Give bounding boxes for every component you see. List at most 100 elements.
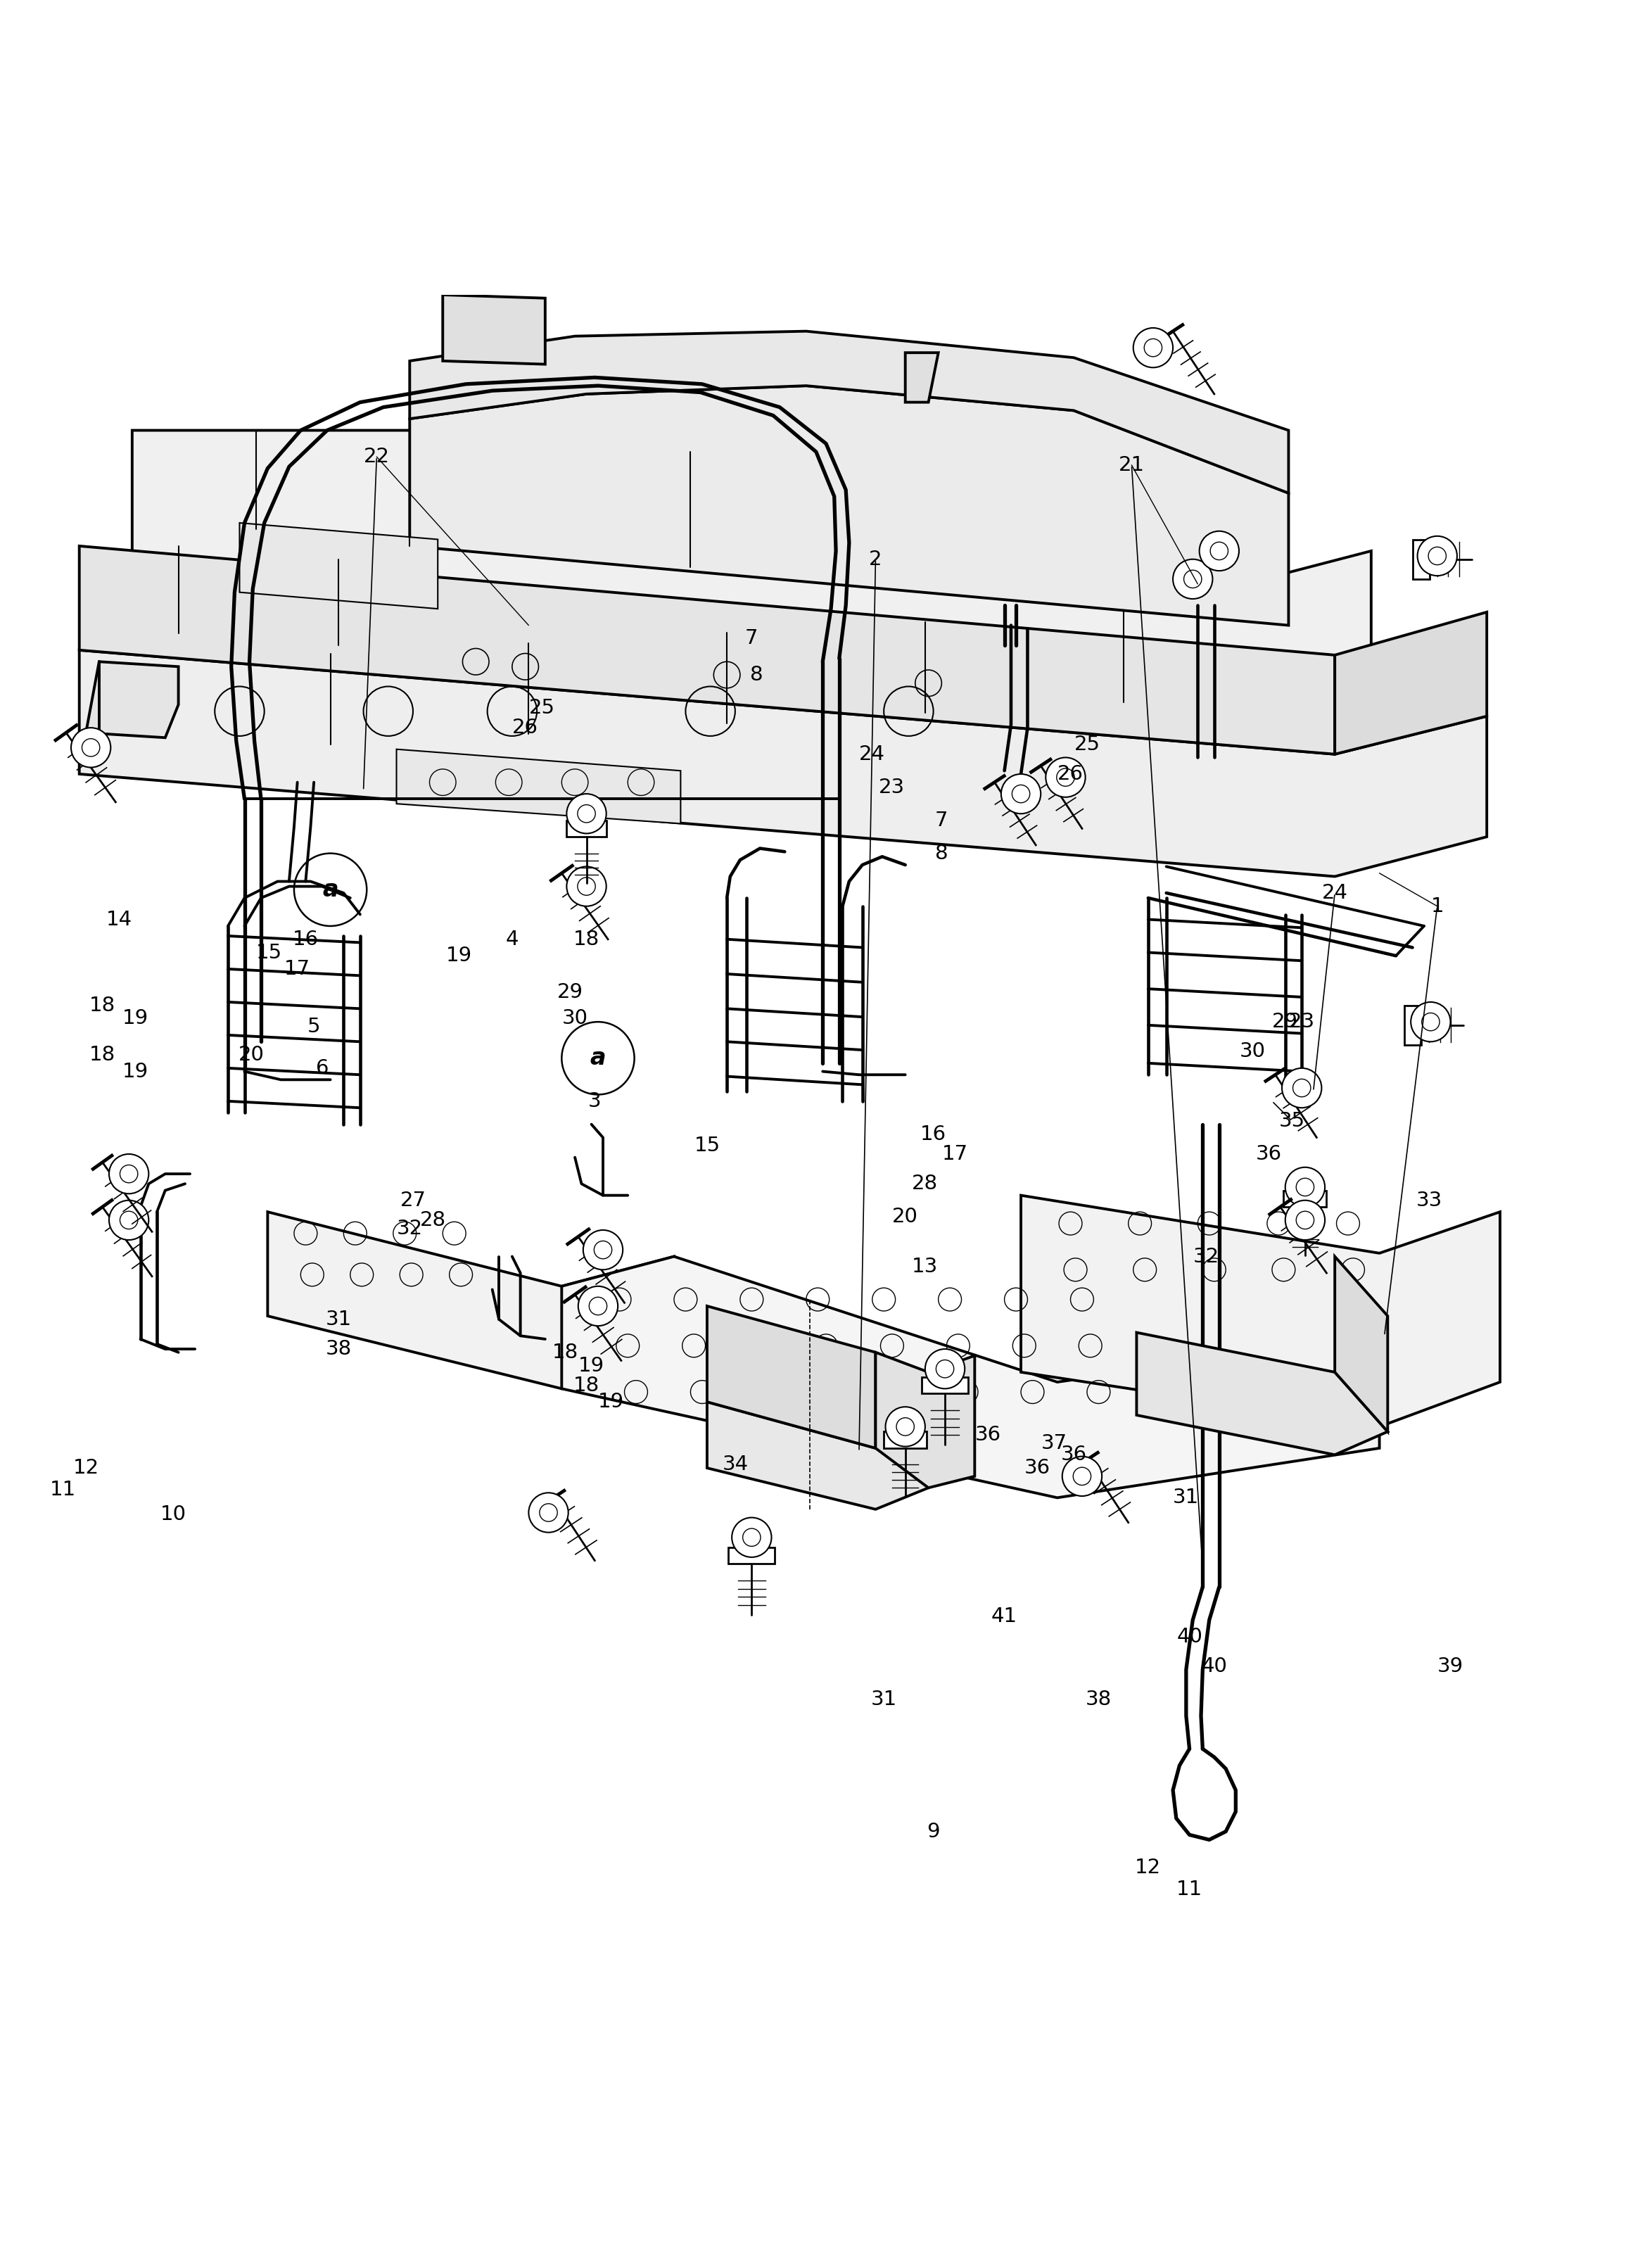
Text: 16: 16 [920,1125,947,1143]
Text: 15: 15 [694,1137,720,1155]
Text: 1: 1 [1431,897,1444,917]
Text: 24: 24 [859,744,885,765]
Circle shape [1294,1078,1310,1096]
Text: 18: 18 [89,1045,116,1065]
Circle shape [590,1298,606,1316]
Circle shape [1057,769,1074,787]
Text: 26: 26 [1057,765,1084,785]
Text: 22: 22 [363,446,390,466]
Circle shape [529,1493,568,1534]
Circle shape [1285,1168,1325,1206]
Text: 19: 19 [122,1060,149,1081]
Circle shape [121,1166,137,1184]
Text: 28: 28 [912,1175,938,1193]
Circle shape [1429,547,1446,565]
Text: 18: 18 [573,1377,600,1395]
Bar [1284,1191,1327,1206]
Text: 38: 38 [1085,1690,1112,1708]
Circle shape [897,1417,914,1435]
Polygon shape [707,1401,928,1509]
Circle shape [578,1287,618,1325]
Text: 16: 16 [292,930,319,948]
Polygon shape [1335,1256,1388,1433]
Text: 11: 11 [1176,1879,1203,1899]
Circle shape [1285,1199,1325,1240]
Text: 38: 38 [325,1338,352,1359]
Text: 36: 36 [1024,1457,1051,1477]
Text: 29: 29 [557,982,583,1002]
Circle shape [567,868,606,906]
Text: 17: 17 [284,960,311,980]
Bar [729,1547,775,1565]
Text: 19: 19 [446,946,472,966]
Circle shape [1422,1013,1439,1031]
Text: 20: 20 [892,1206,919,1226]
Circle shape [121,1211,137,1229]
Circle shape [109,1155,149,1193]
Text: 24: 24 [1322,883,1348,904]
Text: a: a [322,879,339,901]
Text: 23: 23 [879,778,905,798]
Text: 32: 32 [1193,1247,1219,1267]
Circle shape [1074,1466,1090,1484]
Text: 28: 28 [420,1211,446,1231]
Polygon shape [79,547,1335,753]
Polygon shape [707,1307,876,1448]
Text: 36: 36 [975,1426,1001,1444]
Text: 36: 36 [1061,1444,1087,1464]
Text: 41: 41 [991,1608,1018,1625]
Circle shape [1145,339,1161,356]
Text: 23: 23 [1289,1011,1315,1031]
Text: 30: 30 [562,1009,588,1029]
Circle shape [925,1350,965,1388]
Polygon shape [1137,1332,1388,1455]
Polygon shape [86,661,178,738]
Circle shape [1013,785,1029,803]
Text: a: a [590,1047,606,1069]
Circle shape [83,738,99,756]
Circle shape [578,805,595,823]
Text: 13: 13 [912,1256,938,1276]
Circle shape [1282,1067,1322,1108]
Text: 19: 19 [578,1356,605,1374]
Circle shape [885,1406,925,1446]
Text: 19: 19 [598,1392,624,1412]
Text: 2: 2 [869,549,882,569]
Text: 15: 15 [256,942,282,962]
Circle shape [1417,536,1457,576]
Text: 36: 36 [1256,1143,1282,1164]
Circle shape [1199,531,1239,572]
Text: 34: 34 [722,1455,748,1475]
Polygon shape [396,749,681,823]
Text: 5: 5 [307,1018,320,1036]
Text: 39: 39 [1437,1657,1464,1677]
Text: 9: 9 [927,1823,940,1841]
Circle shape [1297,1211,1313,1229]
Circle shape [743,1529,760,1547]
Text: 14: 14 [106,910,132,928]
Circle shape [109,1199,149,1240]
Text: 12: 12 [1135,1859,1161,1879]
Text: 30: 30 [1239,1043,1265,1060]
Text: 31: 31 [1173,1489,1199,1507]
Text: 20: 20 [238,1045,264,1065]
Text: 18: 18 [573,930,600,948]
Text: 31: 31 [871,1690,897,1708]
Circle shape [732,1518,771,1558]
Text: 21: 21 [1118,455,1145,475]
Bar [884,1433,927,1448]
Polygon shape [268,1213,674,1388]
Circle shape [583,1231,623,1269]
Circle shape [1133,327,1173,368]
Circle shape [578,877,595,895]
Bar [1404,1004,1421,1045]
Polygon shape [132,430,1371,740]
Polygon shape [562,1256,1379,1498]
Text: 25: 25 [529,697,555,717]
Circle shape [937,1361,953,1379]
Text: 27: 27 [400,1191,426,1211]
Circle shape [1046,758,1085,798]
Text: 40: 40 [1201,1657,1227,1677]
Polygon shape [410,332,1289,493]
Text: 26: 26 [512,717,539,738]
